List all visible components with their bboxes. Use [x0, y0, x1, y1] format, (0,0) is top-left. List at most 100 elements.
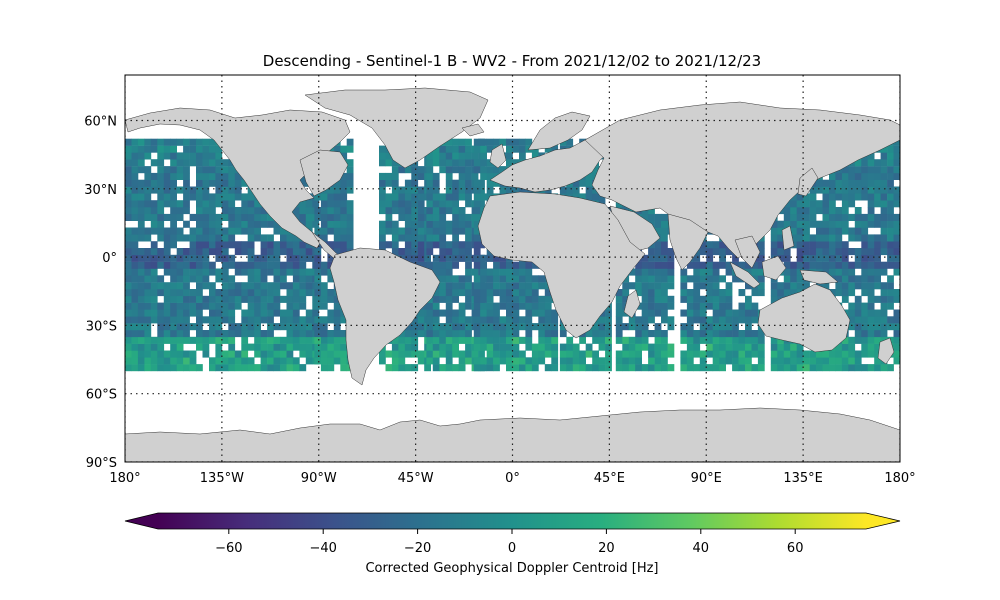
data-cell — [398, 350, 406, 358]
data-cell — [379, 227, 386, 235]
data-cell — [473, 227, 481, 235]
data-cell — [445, 336, 453, 344]
data-cell — [432, 159, 440, 167]
data-cell — [157, 159, 165, 167]
data-cell — [887, 248, 894, 256]
data-cell — [292, 282, 300, 290]
data-cell — [391, 357, 399, 365]
data-cell — [215, 145, 223, 153]
data-cell — [452, 186, 459, 194]
data-cell — [176, 350, 184, 358]
data-cell — [196, 220, 203, 228]
data-cell — [254, 302, 261, 310]
data-cell — [654, 261, 662, 269]
data-cell — [544, 330, 552, 338]
data-cell — [202, 227, 210, 235]
data-cell — [880, 302, 888, 310]
data-cell — [267, 268, 274, 276]
data-cell — [499, 166, 507, 174]
data-cell — [215, 227, 223, 235]
data-cell — [260, 248, 268, 256]
data-cell — [867, 186, 875, 194]
data-cell — [228, 316, 236, 324]
data-cell — [163, 316, 171, 324]
data-cell — [432, 364, 440, 372]
data-cell — [719, 254, 726, 262]
data-cell — [385, 364, 393, 372]
data-cell — [493, 357, 500, 365]
data-cell — [706, 275, 714, 283]
data-cell — [228, 213, 236, 221]
data-cell — [157, 234, 165, 242]
data-cell — [816, 261, 823, 269]
data-cell — [445, 186, 453, 194]
data-cell — [473, 179, 481, 187]
data-cell — [209, 179, 216, 187]
data-cell — [202, 275, 210, 283]
data-cell — [320, 330, 328, 338]
data-cell — [699, 309, 707, 317]
data-cell — [137, 268, 145, 276]
data-cell — [439, 234, 447, 242]
data-cell — [346, 186, 354, 194]
data-cell — [312, 220, 320, 228]
data-cell — [465, 248, 472, 256]
data-cell — [398, 364, 406, 372]
data-cell — [719, 316, 726, 324]
data-cell — [314, 282, 322, 290]
data-cell — [622, 350, 630, 358]
data-cell — [641, 309, 649, 317]
data-cell — [635, 330, 642, 338]
data-cell — [559, 364, 567, 372]
data-cell — [163, 254, 171, 262]
data-cell — [125, 336, 132, 344]
data-cell — [176, 282, 184, 290]
data-cell — [131, 336, 139, 344]
data-cell — [861, 336, 869, 344]
data-cell — [861, 213, 869, 221]
data-cell — [404, 179, 412, 187]
data-cell — [215, 350, 223, 358]
data-cell — [202, 138, 210, 146]
data-cell — [493, 254, 500, 262]
data-cell — [131, 234, 139, 242]
data-cell — [531, 364, 539, 372]
data-cell — [635, 289, 642, 297]
data-cell — [176, 207, 184, 215]
data-cell — [635, 261, 642, 269]
data-cell — [254, 323, 261, 331]
data-cell — [751, 261, 759, 269]
data-cell — [538, 309, 546, 317]
data-cell — [391, 336, 399, 344]
data-cell — [299, 254, 307, 262]
data-cell — [680, 295, 688, 303]
data-cell — [144, 207, 152, 215]
data-cell — [473, 186, 481, 194]
data-cell — [641, 275, 649, 283]
data-cell — [480, 261, 487, 269]
data-cell — [822, 248, 830, 256]
data-cell — [215, 254, 223, 262]
data-cell — [189, 145, 197, 153]
data-cell — [379, 159, 386, 167]
data-cell — [880, 261, 888, 269]
data-cell — [848, 200, 856, 208]
data-cell — [641, 316, 649, 324]
data-cell — [686, 350, 694, 358]
data-cell — [305, 275, 313, 283]
data-cell — [458, 336, 466, 344]
data-cell — [680, 289, 688, 297]
data-cell — [719, 261, 726, 269]
data-cell — [176, 295, 184, 303]
data-cell — [202, 186, 210, 194]
data-cell — [432, 350, 440, 358]
data-cell — [209, 166, 216, 174]
data-cell — [841, 200, 849, 208]
data-cell — [544, 316, 552, 324]
data-cell — [432, 227, 440, 235]
data-cell — [157, 302, 165, 310]
data-cell — [506, 159, 513, 167]
data-cell — [445, 159, 453, 167]
data-cell — [189, 323, 197, 331]
data-cell — [835, 220, 843, 228]
